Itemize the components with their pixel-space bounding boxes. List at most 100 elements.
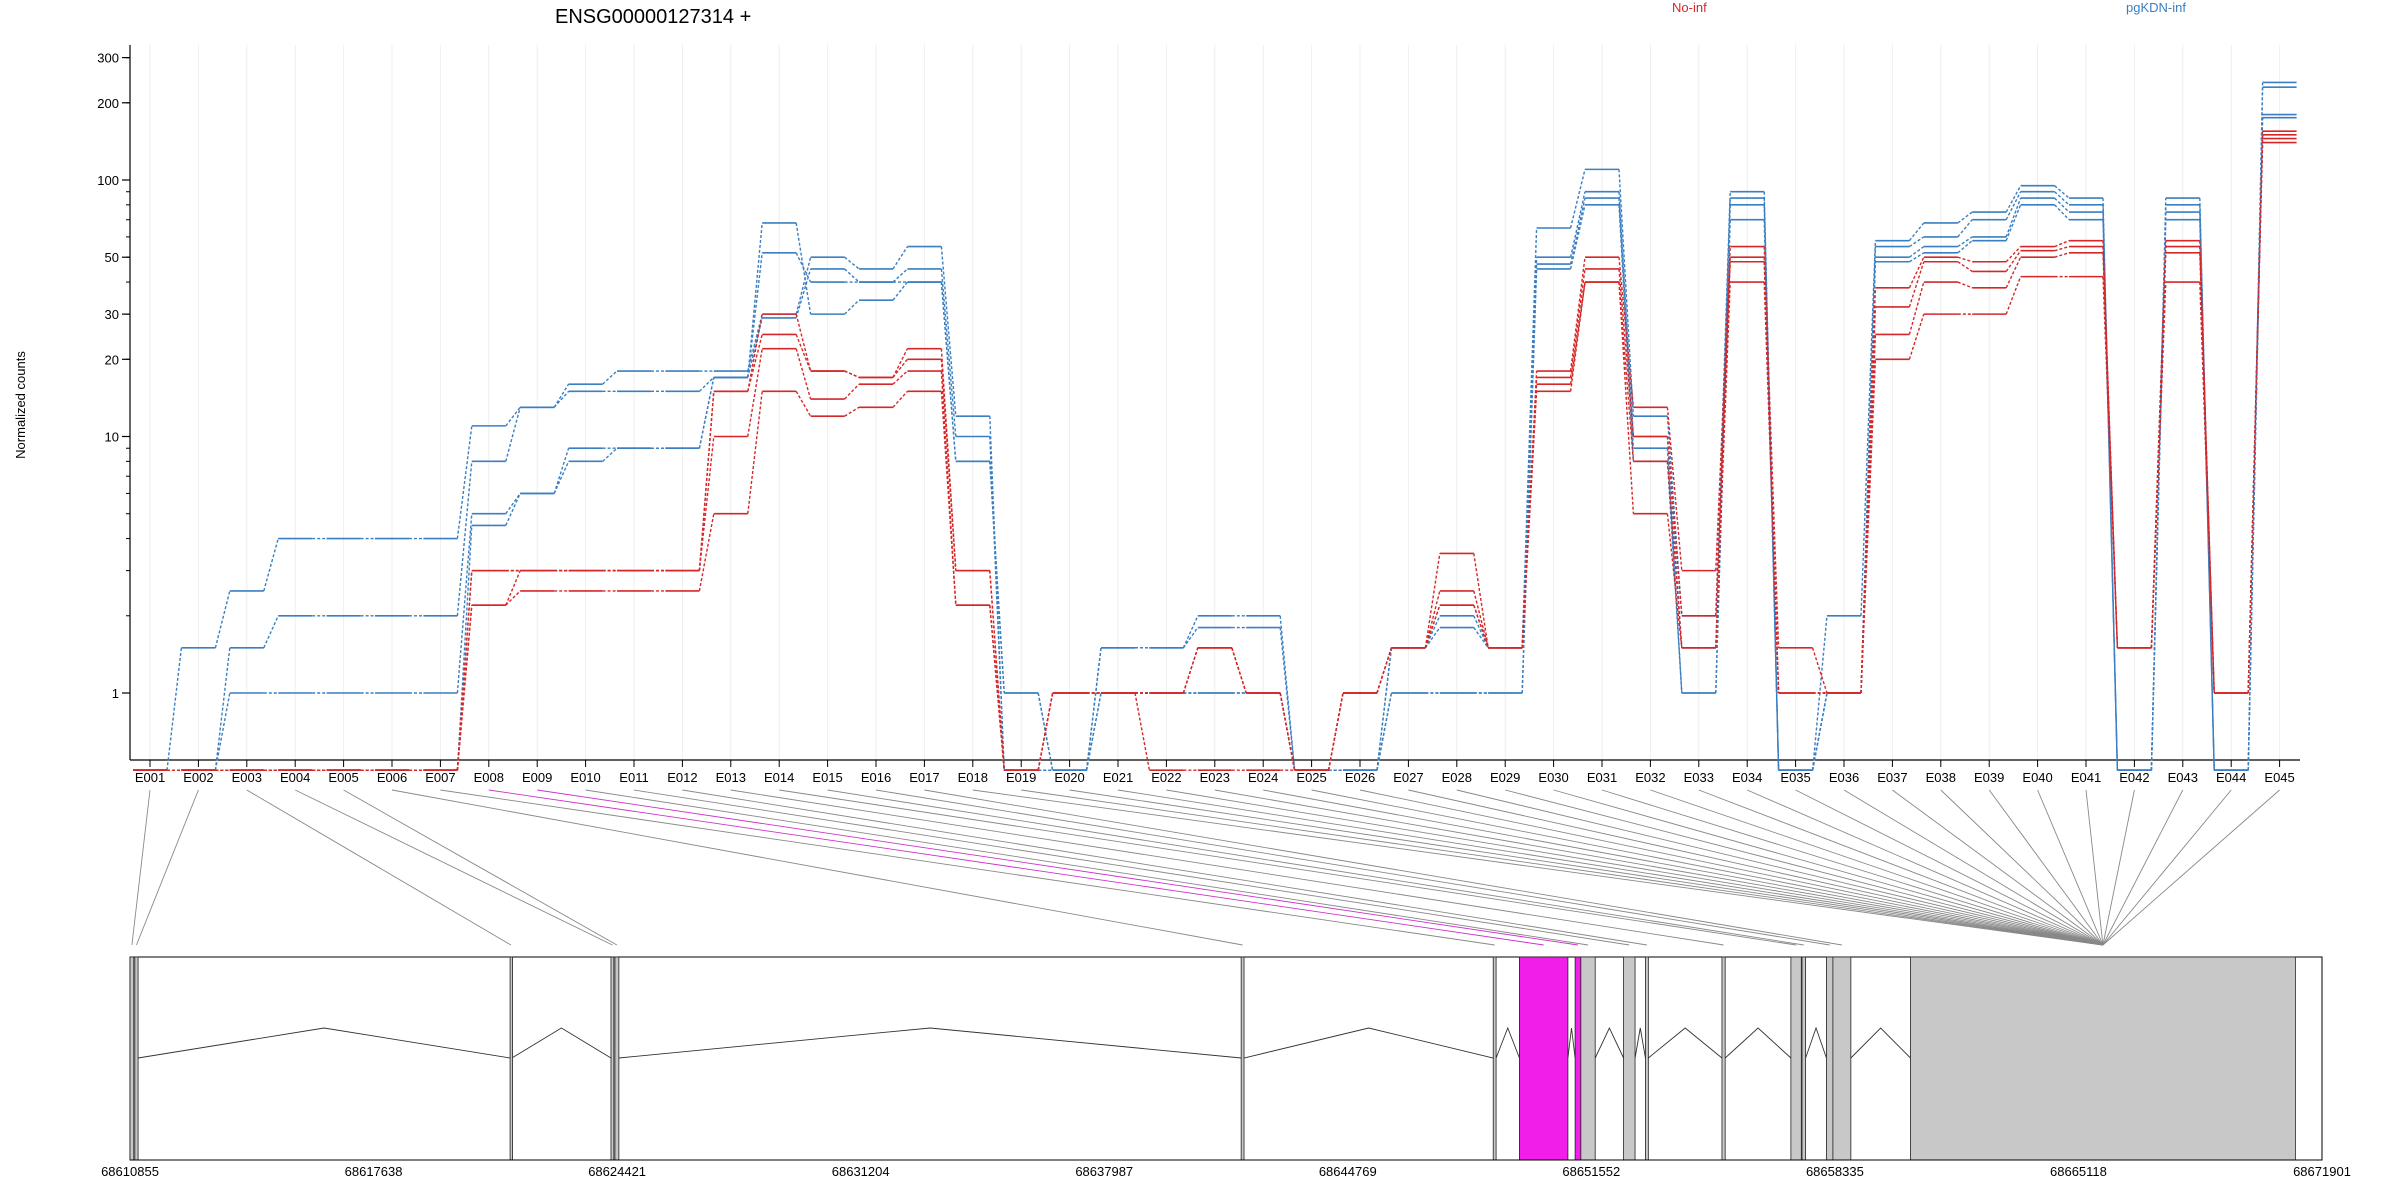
- series-transition: [1811, 692, 1828, 771]
- series-transition: [2005, 197, 2022, 238]
- exon-box: [129, 956, 135, 1161]
- series-transition: [844, 383, 860, 400]
- series-transition: [1231, 647, 1247, 694]
- series-transition: [698, 377, 715, 449]
- series-transition: [795, 252, 812, 283]
- series-transition: [795, 257, 812, 315]
- connector-line: [1892, 789, 2104, 946]
- series-transition: [1473, 553, 1489, 648]
- series-transition: [1327, 692, 1344, 771]
- series-transition: [602, 370, 618, 385]
- series-transition: [1908, 246, 1925, 258]
- x-tick-label: E019: [1006, 770, 1036, 785]
- genomic-tick-label: 68637987: [1075, 1164, 1133, 1179]
- x-tick-label: E037: [1877, 770, 1907, 785]
- intron-line: [511, 1027, 612, 1059]
- series-transition: [1860, 334, 1877, 694]
- series-transition: [1473, 627, 1489, 649]
- x-tick-label: E044: [2216, 770, 2246, 785]
- y-axis-label: Normalized counts: [13, 351, 28, 459]
- series-transition: [1618, 268, 1635, 437]
- series-transition: [1909, 252, 1925, 263]
- series-transition: [214, 647, 231, 771]
- series-transition: [263, 538, 279, 592]
- series-transition: [2005, 276, 2022, 315]
- x-tick-label: E001: [135, 770, 165, 785]
- x-tick-label: E008: [474, 770, 504, 785]
- genomic-tick-label: 68624421: [588, 1164, 646, 1179]
- series-transition: [698, 376, 715, 392]
- x-tick-label: E041: [2071, 770, 2101, 785]
- series-transition: [456, 425, 473, 539]
- series-transition: [1182, 627, 1199, 649]
- connector-line: [2102, 789, 2135, 946]
- gene-model: [129, 956, 2323, 1161]
- series-transition: [940, 359, 957, 571]
- exon-box: [1492, 956, 1497, 1161]
- series-transition: [456, 461, 473, 616]
- x-tick-label: E011: [619, 770, 648, 785]
- series-transition: [795, 348, 812, 400]
- series-transition: [844, 370, 860, 379]
- connector-line: [1214, 789, 2104, 946]
- series-transition: [1085, 692, 1102, 771]
- connector-line: [1553, 789, 2104, 946]
- series-transition: [698, 436, 715, 571]
- series-transition: [1908, 261, 1925, 308]
- x-tick-label: E043: [2168, 770, 2198, 785]
- series-transition: [456, 570, 473, 771]
- y-axis: 1 10 20 30 50 100 200 300: [97, 45, 131, 760]
- x-tick-label: E042: [2119, 770, 2149, 785]
- series-transition: [698, 391, 715, 571]
- y-tick-label: 300: [97, 51, 119, 66]
- series-transition: [892, 268, 908, 283]
- series-transition: [989, 605, 1005, 771]
- series-transition: [1908, 281, 1925, 335]
- series-transition: [844, 268, 860, 283]
- x-tick-label: E035: [1780, 770, 1810, 785]
- series-transition: [940, 282, 957, 462]
- connector-line: [1795, 789, 2104, 946]
- x-tick-label: E002: [183, 770, 213, 785]
- chart-title: ENSG00000127314 +: [555, 6, 751, 28]
- connector-line: [537, 789, 1579, 946]
- series-transition: [1037, 692, 1054, 771]
- connector-line: [1698, 789, 2104, 946]
- series-transition: [1860, 359, 1877, 694]
- connector-line: [343, 789, 618, 946]
- series-transition: [940, 246, 957, 417]
- series-transition: [747, 313, 763, 392]
- y-tick-label: 20: [105, 352, 119, 367]
- series-transition: [2102, 276, 2119, 648]
- genomic-tick-label: 68610855: [101, 1164, 159, 1179]
- series-transition: [698, 513, 715, 592]
- connector-line: [633, 789, 1630, 946]
- x-tick-label: E004: [280, 770, 310, 785]
- x-tick-label: E006: [377, 770, 407, 785]
- y-tick-label: 50: [105, 250, 119, 265]
- series-transition: [747, 252, 763, 378]
- series-transition: [166, 647, 183, 771]
- series-transition: [505, 492, 521, 515]
- series-transition: [1376, 692, 1393, 771]
- series-transition: [505, 590, 521, 606]
- series-transition: [505, 407, 521, 462]
- series-transition: [1666, 436, 1683, 616]
- series-transition: [1618, 169, 1635, 417]
- intron-line: [1805, 1026, 1827, 1059]
- series-transition: [1182, 615, 1199, 649]
- series-transition: [940, 391, 957, 606]
- series-transition: [214, 692, 231, 771]
- series-transition: [602, 447, 618, 462]
- intron-line: [1567, 1027, 1576, 1059]
- series-transition: [1618, 204, 1635, 462]
- connector-line: [488, 789, 1544, 946]
- x-tick-label: E032: [1635, 770, 1665, 785]
- series-transition: [553, 390, 570, 408]
- vertical-gridlines: [149, 45, 2281, 760]
- series-transition: [1957, 219, 1973, 238]
- exon-box: [1801, 956, 1807, 1161]
- connector-line: [295, 789, 613, 946]
- exon-box: [1580, 956, 1596, 1161]
